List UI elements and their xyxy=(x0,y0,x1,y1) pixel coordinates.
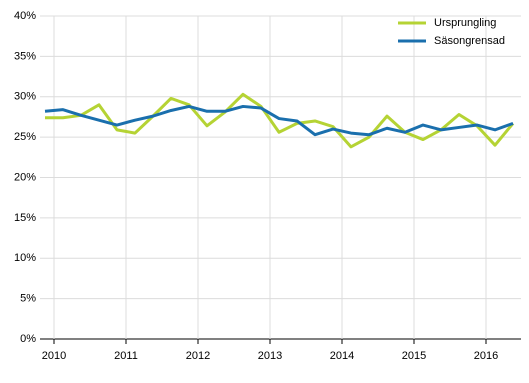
y-tick-label: 0% xyxy=(20,333,36,345)
y-tick-label: 40% xyxy=(14,10,36,22)
x-tick-label: 2011 xyxy=(114,350,138,362)
series-line xyxy=(45,92,515,149)
x-tick-label: 2016 xyxy=(474,350,498,362)
x-tick-label: 2013 xyxy=(258,350,282,362)
x-tick-label: 2012 xyxy=(186,350,210,362)
y-tick-label: 30% xyxy=(14,91,36,103)
y-tick-label: 10% xyxy=(14,252,36,264)
x-tick-label: 2014 xyxy=(330,350,354,362)
x-tick-label: 2015 xyxy=(402,350,426,362)
series-line xyxy=(44,104,514,137)
y-tick-label: 15% xyxy=(14,212,36,224)
y-tick-label: 35% xyxy=(14,50,36,62)
legend-label: Säsongrensad xyxy=(434,35,505,47)
y-tick-label: 20% xyxy=(14,171,36,183)
legend-label: Ursprungling xyxy=(434,17,496,29)
x-tick-label: 2010 xyxy=(42,350,66,362)
y-tick-label: 25% xyxy=(14,131,36,143)
y-tick-label: 5% xyxy=(20,293,36,305)
